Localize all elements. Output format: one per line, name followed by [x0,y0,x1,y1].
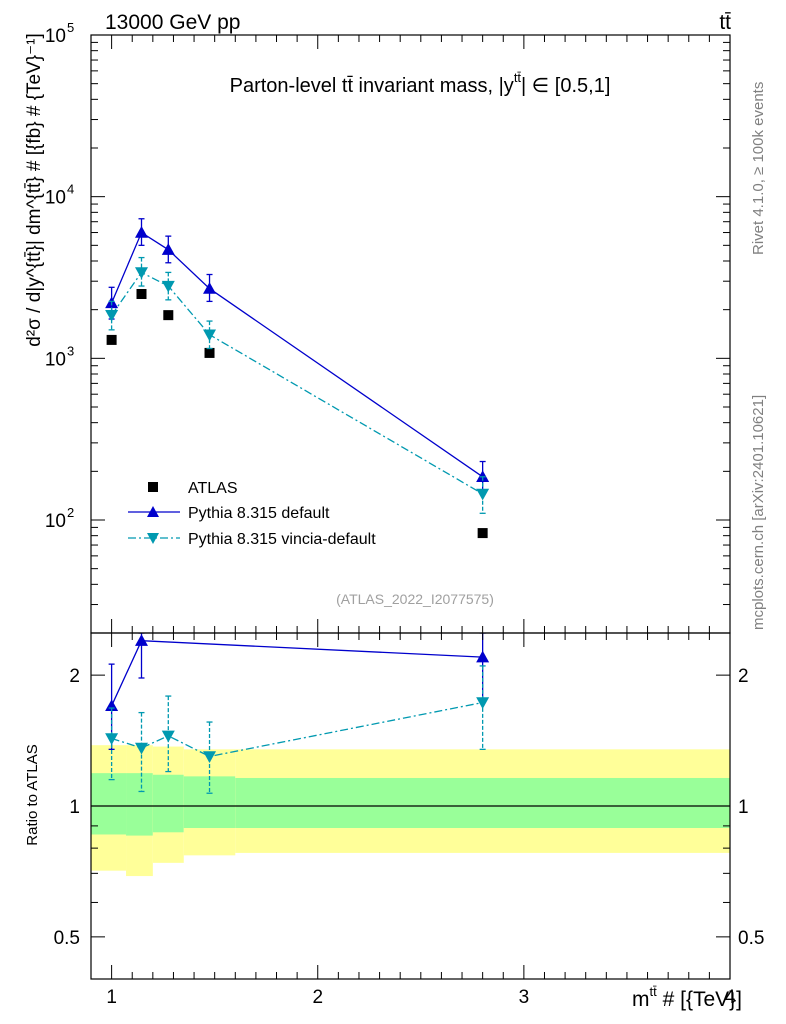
x-axis-label-text: m [632,988,650,1011]
x-ticks: 1 2 3 4 [90,35,736,1008]
energy-label: 13000 GeV pp [105,11,240,34]
ratio-data-point [135,634,149,646]
ratio-y-tick-label-right: 1 [738,797,749,818]
legend-marker-vincia [147,533,159,544]
main-y-axis-label: d²σ / d|y^{tt̄}| dm^{tt̄} # [{fb} # {TeV… [24,33,45,347]
main-series-default [105,218,490,495]
x-tick-label: 1 [106,987,117,1008]
atlas-data-point [204,347,215,358]
x-tick-label: 4 [725,987,736,1008]
ratio-series-default [105,633,490,750]
main-data-point [161,243,175,255]
main-data-point [203,329,217,342]
ratio-data-point [135,742,149,755]
band-inner-bin [235,777,730,829]
legend-label-default: Pythia 8.315 default [188,505,330,522]
main-data-point [105,309,119,322]
band-inner-bin [126,773,153,836]
x-tick-label: 3 [519,987,530,1008]
main-data-point [161,280,175,293]
band-inner-bin [91,773,127,835]
ratio-y-tick-label-right: 0.5 [738,928,764,949]
atlas-data-point [136,288,147,299]
main-series-atlas [106,288,488,539]
x-axis-label-tail: # [{TeV}] [657,988,742,1011]
main-series-line [111,231,484,478]
legend-marker-atlas [148,482,158,492]
main-y-tick-exponent: 4 [67,182,74,197]
main-data-point [476,488,490,501]
atlas-data-point [106,334,117,345]
rivet-label: Rivet 4.1.0, ≥ 100k events [750,82,767,255]
ratio-data-point [476,697,490,710]
ratio-data-point [105,699,119,712]
main-y-tick-label: 10 [45,188,66,209]
legend-marker-default [147,506,159,517]
ratio-y-tick-label: 0.5 [54,928,80,949]
legend-label-vincia: Pythia 8.315 vincia-default [188,531,376,548]
main-title-sup: tt̄ [514,70,522,85]
main-y-tick-exponent: 5 [67,20,74,35]
main-data-point [135,226,149,238]
ratio-series-vincia [105,665,490,794]
main-title-tail: | ∈ [0.5,1] [521,75,610,97]
ratio-data-point [203,751,217,763]
legend: ATLAS Pythia 8.315 default Pythia 8.315 … [128,480,376,548]
main-frame [90,34,731,634]
main-series-line [111,271,483,495]
ratio-data-point [161,730,175,743]
ratio-y-tick-label: 2 [69,666,80,687]
main-y-tick-label: 10 [45,26,66,47]
mcplots-label: mcplots.cern.ch [arXiv:2401.10621] [750,395,767,630]
main-y-tick-label: 10 [45,511,66,532]
x-axis-label: mtt̄ # [{TeV}] [632,984,742,1011]
main-series-vincia [105,256,490,514]
main-y-tick-exponent: 3 [67,343,74,358]
ratio-bands [91,745,730,877]
band-inner-bin [152,774,184,833]
ratio-data-point [476,650,490,663]
main-title-text: Parton-level tt̄ invariant mass, |y [230,75,514,97]
legend-label-atlas: ATLAS [188,480,238,497]
atlas-data-point [163,310,174,321]
process-label: tt̄ [719,11,731,34]
ratio-y-tick-label: 1 [69,797,80,818]
plot-layer: 10 210 310 410 51 2 3 40.5 0.51 12 2 [45,20,765,1008]
ratio-y-tick-label-right: 2 [738,666,749,687]
main-y-tick-exponent: 2 [67,505,74,520]
main-data-point [135,267,149,279]
atlas-data-point [477,528,488,539]
analysis-tag: (ATLAS_2022_I2077575) [336,591,494,607]
ratio-y-axis-label: Ratio to ATLAS [24,744,41,845]
main-title: Parton-level tt̄ invariant mass, |ytt̄| … [230,70,611,97]
x-tick-label: 2 [312,987,323,1008]
main-data-point [203,282,217,294]
main-y-tick-label: 10 [45,349,66,370]
ratio-y-ticks: 0.5 0.5 1 1 2 2 [54,666,764,980]
x-axis-label-sup: tt̄ [650,984,658,999]
ratio-data-point [105,733,119,745]
